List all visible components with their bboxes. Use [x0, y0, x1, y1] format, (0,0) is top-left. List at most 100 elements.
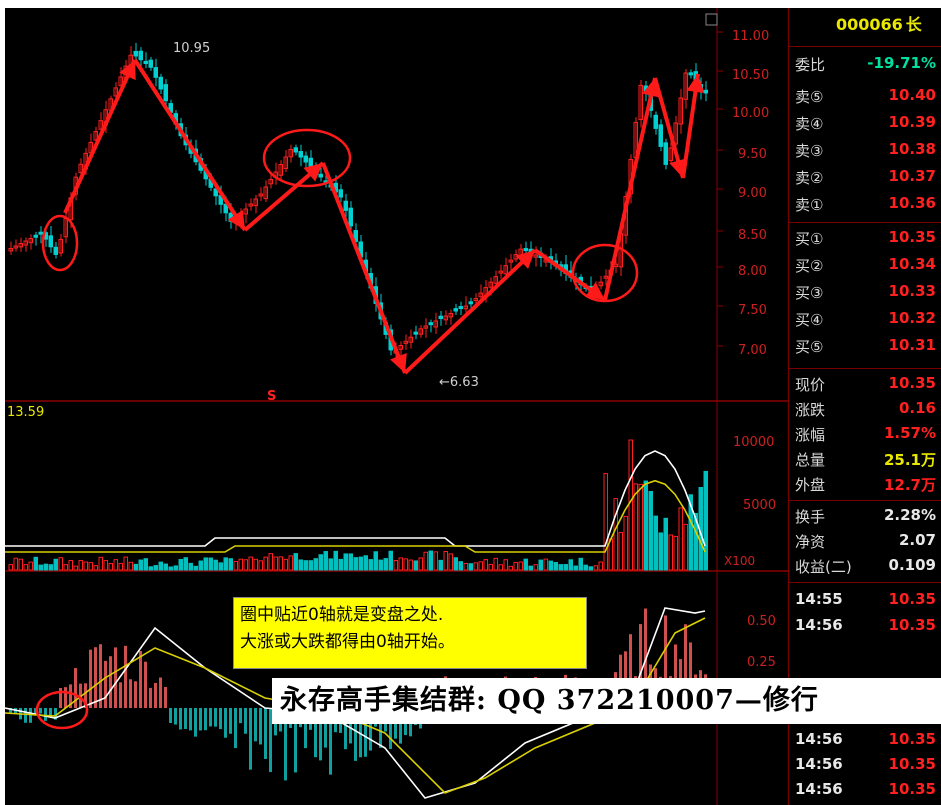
trend-arrow: [603, 77, 657, 301]
volume-bar: [323, 551, 328, 571]
candle-body: [153, 67, 158, 78]
buy-level-row[interactable]: 买③ 10.33: [789, 280, 941, 304]
macd-bar: [129, 679, 132, 708]
volume-bar: [198, 560, 203, 571]
volume-bar: [258, 560, 263, 571]
volume-bar: [278, 556, 283, 571]
fundamental-row: 收益(二) 0.109: [789, 554, 941, 578]
buy-level-price: 10.32: [888, 309, 936, 327]
tick-row: 14:56 10.35: [789, 614, 941, 638]
volume-bar: [208, 557, 213, 571]
macd-bar: [14, 708, 17, 714]
buy-level-row[interactable]: 买⑤ 10.31: [789, 334, 941, 358]
macd-bar: [379, 708, 382, 748]
trend-arrow: [321, 162, 407, 374]
volume-bar: [263, 556, 268, 571]
volume-bar: [683, 523, 688, 571]
window-corner-icon[interactable]: [705, 13, 718, 26]
volume-bar: [373, 551, 378, 571]
trend-arrow: [403, 248, 537, 375]
tick-time: 14:56: [795, 780, 843, 798]
volume-bar: [553, 562, 558, 571]
tick-time: 14:56: [795, 730, 843, 748]
fundamental-value: 2.07: [898, 531, 936, 549]
macd-bar: [284, 708, 287, 781]
high-price-label: 10.95: [173, 41, 210, 56]
candle-body: [678, 97, 683, 125]
candle-body: [468, 301, 473, 305]
macd-bar: [114, 647, 117, 708]
candle-body: [603, 275, 608, 279]
macd-bar: [89, 649, 92, 708]
volume-bar: [493, 557, 498, 571]
volume-bar: [213, 559, 218, 571]
price-axis-label: 10.50: [732, 68, 769, 83]
trend-arrowhead: [227, 209, 245, 230]
order-ratio-row: 委比 -19.71%: [789, 52, 941, 76]
stat-value: 0.16: [898, 399, 936, 417]
macd-bar: [184, 708, 187, 729]
volume-bar: [293, 553, 298, 571]
macd-bar: [399, 708, 402, 744]
tick-price: 10.35: [888, 755, 936, 773]
volume-bar: [8, 564, 13, 571]
macd-axis-label: 0.50: [747, 614, 776, 629]
candle-body: [318, 173, 323, 178]
volume-axis-label: 10000: [733, 435, 774, 450]
candle-body: [638, 84, 643, 120]
sell-level-price: 10.37: [888, 167, 936, 185]
buy-level-row[interactable]: 买① 10.35: [789, 226, 941, 250]
volume-bar: [448, 553, 453, 571]
divider: [789, 46, 941, 47]
sell-level-row[interactable]: 卖② 10.37: [789, 165, 941, 189]
volume-bar: [28, 561, 33, 571]
sell-level-price: 10.38: [888, 140, 936, 158]
buy-level-label: 买④: [795, 311, 824, 329]
sell-level-label: 卖②: [795, 169, 824, 187]
price-axis-label: 9.50: [738, 147, 767, 162]
stock-code-header[interactable]: 000066 长: [836, 11, 922, 35]
sell-level-row[interactable]: 卖① 10.36: [789, 192, 941, 216]
divider: [789, 500, 941, 501]
volume-bar: [413, 560, 418, 571]
volume-bar: [388, 550, 393, 571]
volume-bar: [623, 515, 628, 571]
macd-bar: [54, 708, 57, 720]
buy-level-row[interactable]: 买④ 10.32: [789, 307, 941, 331]
macd-bar: [389, 708, 392, 749]
volume-multiplier: X100: [724, 554, 755, 568]
volume-max-label: 13.59: [7, 405, 44, 420]
watermark-text: 永存高手集结群: QQ 372210007—修行: [280, 685, 819, 716]
sell-level-row[interactable]: 卖⑤ 10.40: [789, 84, 941, 108]
volume-bar: [68, 559, 73, 571]
macd-bar: [174, 708, 177, 725]
candle-body: [28, 238, 33, 244]
macd-bar: [244, 708, 247, 734]
volume-bar: [248, 556, 253, 571]
candle-body: [298, 151, 303, 158]
candle-body: [488, 281, 493, 288]
candle-body: [278, 164, 283, 176]
signal-marker: S: [267, 389, 276, 404]
volume-bar: [533, 564, 538, 571]
macd-bar: [59, 688, 62, 708]
sell-level-row[interactable]: 卖③ 10.38: [789, 138, 941, 162]
volume-bar: [33, 556, 38, 571]
candle-body: [223, 203, 228, 214]
volume-bar: [163, 563, 168, 571]
candle-body: [253, 198, 258, 207]
macd-bar: [294, 708, 297, 773]
buy-level-row[interactable]: 买② 10.34: [789, 253, 941, 277]
sell-level-row[interactable]: 卖④ 10.39: [789, 111, 941, 135]
buy-level-price: 10.33: [888, 282, 936, 300]
candle-body: [418, 328, 423, 335]
volume-bar: [558, 564, 563, 571]
volume-bars: [8, 439, 708, 571]
divider: [789, 582, 941, 583]
stat-value: 25.1万: [883, 451, 936, 469]
volume-bar: [618, 531, 623, 571]
macd-bar: [74, 668, 77, 708]
candle-body: [98, 120, 103, 130]
volume-bar: [73, 565, 78, 571]
volume-bar: [398, 557, 403, 571]
